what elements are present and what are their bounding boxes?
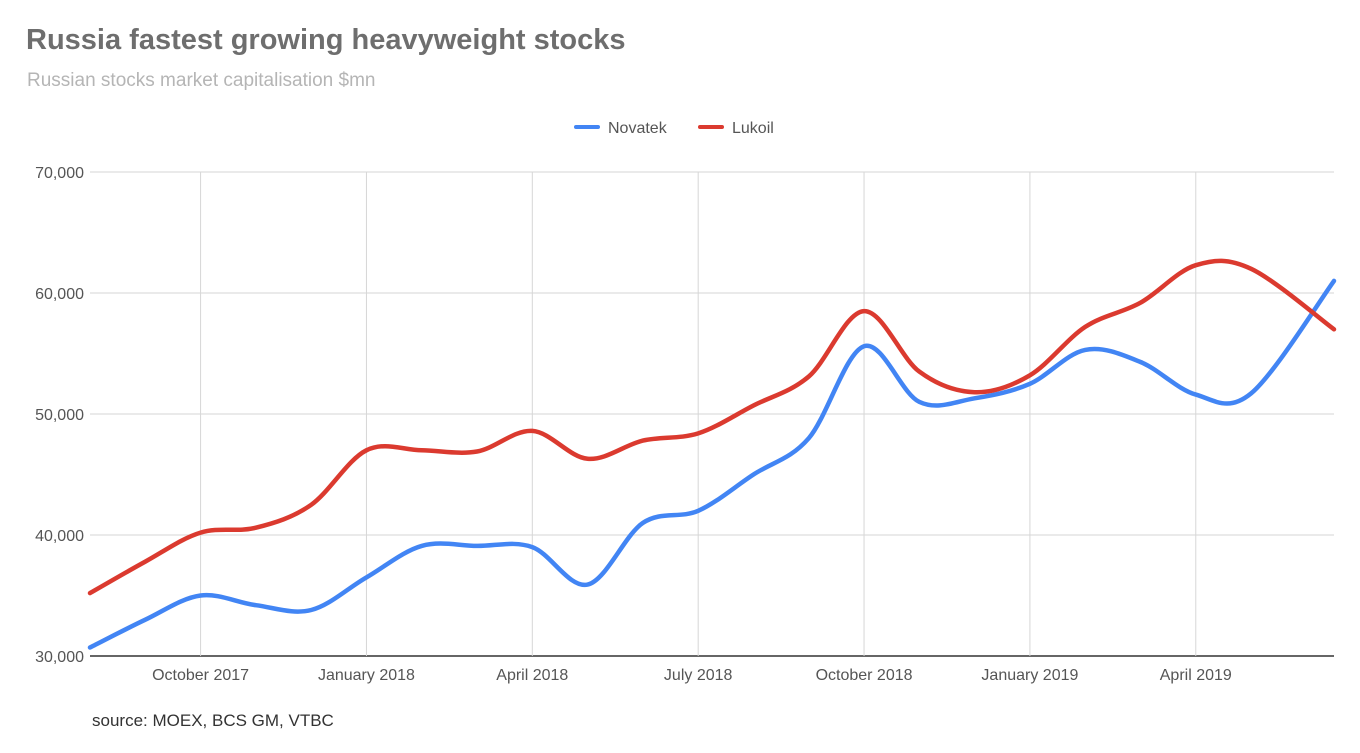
y-axis-ticks: 30,000 40,000 50,000 60,000 70,000 <box>35 165 84 666</box>
chart-subtitle: Russian stocks market capitalisation $mn <box>27 70 376 91</box>
x-axis-ticks: October 2017 January 2018 April 2018 July 2… <box>152 667 1232 684</box>
legend-label-novatek[interactable]: Novatek <box>608 120 668 137</box>
y-tick-label: 50,000 <box>35 407 84 424</box>
x-tick-label: January 2019 <box>981 667 1078 684</box>
series-lines <box>87 258 1337 650</box>
y-tick-label: 70,000 <box>35 165 84 182</box>
series-line-lukoil[interactable] <box>87 258 1337 596</box>
x-tick-label: January 2018 <box>318 667 415 684</box>
y-tick-label: 60,000 <box>35 286 84 303</box>
x-tick-label: October 2018 <box>816 667 913 684</box>
x-tick-label: April 2018 <box>496 667 568 684</box>
y-tick-label: 30,000 <box>35 649 84 666</box>
grid-lines <box>90 171 1334 657</box>
x-tick-label: April 2019 <box>1160 667 1232 684</box>
legend-label-lukoil[interactable]: Lukoil <box>732 120 774 137</box>
source-note: source: MOEX, BCS GM, VTBC <box>92 711 334 730</box>
x-tick-label: July 2018 <box>664 667 733 684</box>
y-tick-label: 40,000 <box>35 528 84 545</box>
series-line-novatek[interactable] <box>87 278 1337 650</box>
legend[interactable]: Novatek Lukoil <box>574 120 774 137</box>
chart-title: Russia fastest growing heavyweight stock… <box>26 24 626 56</box>
x-tick-label: October 2017 <box>152 667 249 684</box>
